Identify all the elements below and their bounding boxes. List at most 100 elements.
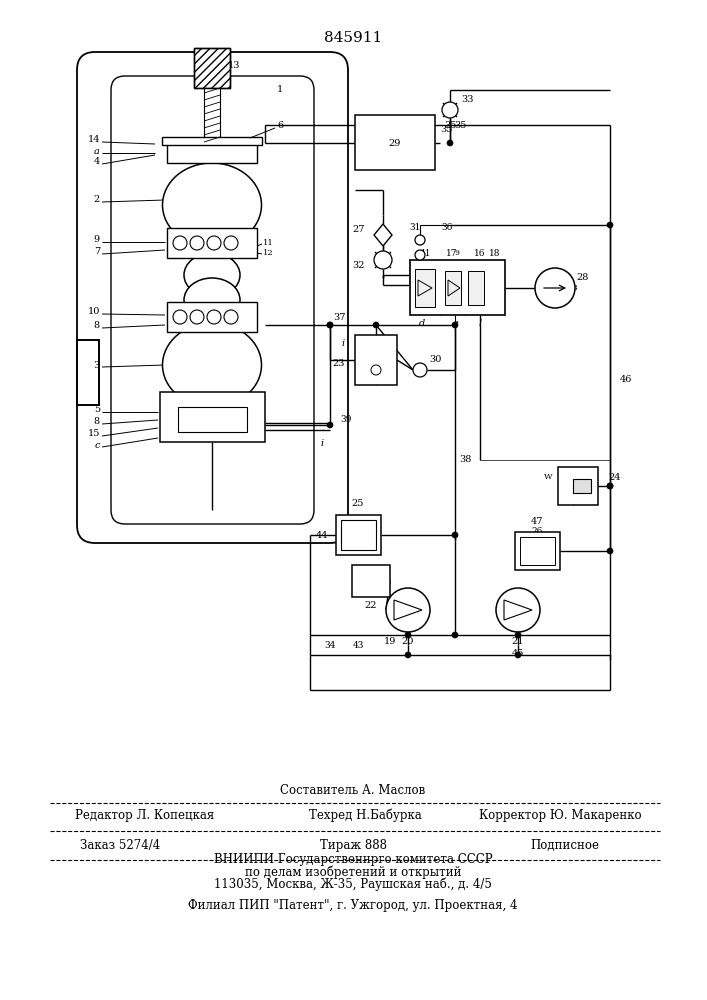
Text: 6: 6: [277, 120, 283, 129]
Text: Заказ 5274/4: Заказ 5274/4: [80, 838, 160, 852]
Text: 17: 17: [446, 248, 457, 257]
Text: d: d: [419, 318, 425, 328]
Circle shape: [207, 310, 221, 324]
Bar: [445, 271, 461, 305]
Bar: [77, 340, 99, 405]
Ellipse shape: [163, 323, 262, 407]
Text: 30: 30: [429, 356, 441, 364]
Circle shape: [327, 422, 333, 428]
Ellipse shape: [184, 278, 240, 322]
Circle shape: [452, 322, 458, 328]
Text: 26: 26: [532, 528, 543, 536]
Bar: [177, 143, 247, 161]
Text: 4: 4: [94, 157, 100, 166]
Text: 20: 20: [402, 638, 414, 647]
Text: 44: 44: [315, 530, 328, 540]
Text: 40: 40: [402, 620, 414, 630]
Text: 41: 41: [419, 248, 431, 257]
Bar: [167, 141, 257, 163]
Circle shape: [607, 483, 613, 489]
Text: e: e: [452, 318, 458, 328]
Circle shape: [327, 322, 333, 328]
Text: по делам изобретений и открытий: по делам изобретений и открытий: [245, 865, 461, 879]
Bar: [194, 48, 230, 88]
Circle shape: [207, 236, 221, 250]
Text: 7: 7: [94, 247, 100, 256]
Text: 11: 11: [263, 239, 274, 247]
Text: Составитель А. Маслов: Составитель А. Маслов: [281, 784, 426, 796]
Text: 12: 12: [263, 249, 274, 257]
Circle shape: [415, 250, 425, 260]
Text: 42: 42: [409, 260, 421, 269]
Bar: [515, 532, 560, 570]
Text: i: i: [342, 338, 345, 348]
Text: 2: 2: [94, 196, 100, 205]
Bar: [194, 48, 230, 88]
Text: 34: 34: [325, 641, 336, 650]
Text: 5: 5: [94, 406, 100, 414]
Circle shape: [405, 652, 411, 658]
Text: Техред Н.Бабурка: Техред Н.Бабурка: [309, 808, 421, 822]
Circle shape: [190, 236, 204, 250]
Bar: [415, 269, 435, 307]
Text: 39: 39: [340, 416, 351, 424]
Text: 14: 14: [88, 135, 100, 144]
Text: 25: 25: [352, 498, 364, 508]
Circle shape: [452, 532, 458, 538]
Text: 32: 32: [353, 261, 365, 270]
Text: W: W: [544, 473, 553, 481]
Text: 8: 8: [94, 322, 100, 330]
Circle shape: [224, 236, 238, 250]
Text: 18: 18: [568, 284, 578, 292]
Text: 16: 16: [474, 248, 486, 257]
Text: Тираж 888: Тираж 888: [320, 838, 387, 852]
Circle shape: [374, 251, 392, 269]
Text: 33: 33: [462, 96, 474, 104]
Ellipse shape: [163, 163, 262, 247]
Text: 46: 46: [620, 375, 632, 384]
Text: 35: 35: [440, 125, 452, 134]
Circle shape: [373, 322, 379, 328]
Text: 38: 38: [459, 456, 471, 464]
Text: 47: 47: [531, 518, 543, 526]
Text: 19: 19: [384, 638, 396, 647]
Circle shape: [607, 222, 613, 228]
Circle shape: [496, 588, 540, 632]
Circle shape: [535, 268, 575, 308]
Text: Подписное: Подписное: [530, 838, 600, 852]
Circle shape: [442, 102, 458, 118]
Text: 10: 10: [88, 308, 100, 316]
Circle shape: [607, 548, 613, 554]
Text: 35: 35: [454, 120, 466, 129]
Ellipse shape: [184, 253, 240, 297]
Text: 21: 21: [512, 638, 525, 647]
Text: 35: 35: [444, 120, 456, 129]
Text: 13: 13: [228, 60, 240, 70]
Circle shape: [224, 310, 238, 324]
Circle shape: [190, 310, 204, 324]
Circle shape: [515, 632, 521, 638]
FancyBboxPatch shape: [77, 52, 348, 543]
Bar: [77, 340, 99, 405]
Text: 1: 1: [277, 86, 283, 95]
Circle shape: [607, 483, 613, 489]
Bar: [160, 392, 265, 442]
Text: 845911: 845911: [324, 31, 382, 45]
Circle shape: [515, 652, 521, 658]
Polygon shape: [374, 224, 392, 246]
Circle shape: [386, 588, 430, 632]
Circle shape: [327, 322, 333, 328]
Text: 15: 15: [88, 430, 100, 438]
Text: 22: 22: [365, 600, 378, 609]
Circle shape: [415, 235, 425, 245]
Circle shape: [405, 632, 411, 638]
Text: 18: 18: [489, 248, 501, 257]
Text: 9: 9: [94, 235, 100, 244]
Text: 9: 9: [455, 249, 460, 257]
Bar: [355, 335, 397, 385]
Text: c: c: [95, 440, 100, 450]
Bar: [178, 407, 247, 432]
Bar: [162, 137, 262, 145]
Circle shape: [447, 140, 453, 146]
Text: 27: 27: [353, 225, 365, 233]
